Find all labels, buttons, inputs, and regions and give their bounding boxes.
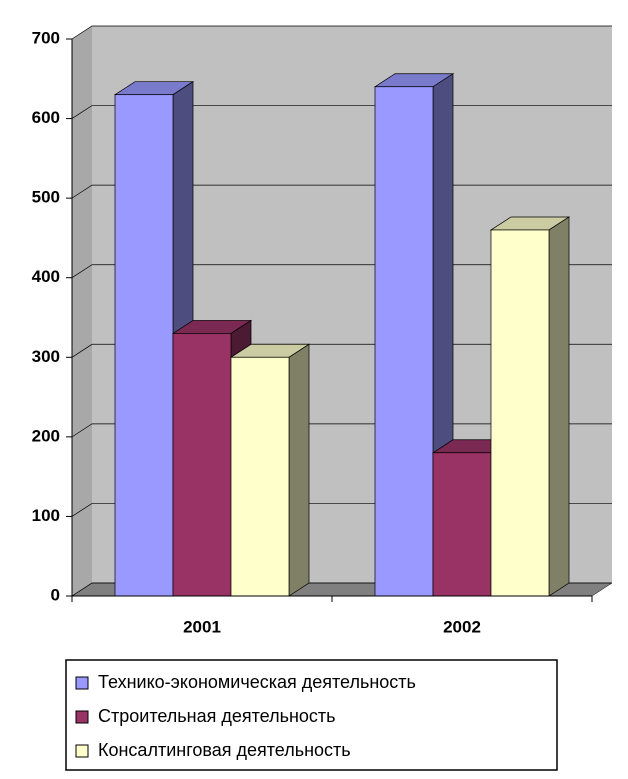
y-tick-label: 100 <box>32 506 60 525</box>
bar <box>230 356 290 597</box>
bar <box>172 333 232 597</box>
y-tick-label: 400 <box>32 267 60 286</box>
bar-side <box>548 216 570 597</box>
legend-swatch <box>75 710 89 724</box>
y-tick-label: 200 <box>32 426 60 445</box>
bar <box>114 94 174 597</box>
legend-box <box>65 659 558 771</box>
bar-side <box>288 343 310 597</box>
legend-label: Строительная деятельность <box>98 706 336 726</box>
side-wall <box>72 26 92 596</box>
x-tick-label: 2002 <box>443 617 481 636</box>
y-tick-label: 600 <box>32 108 60 127</box>
legend-swatch <box>75 744 89 758</box>
y-tick-label: 500 <box>32 188 60 207</box>
bar <box>374 86 434 597</box>
legend-label: Технико-экономическая деятельность <box>98 672 416 692</box>
y-tick-label: 0 <box>51 585 60 604</box>
y-tick-label: 700 <box>32 28 60 47</box>
bar <box>490 229 550 597</box>
y-tick-label: 300 <box>32 347 60 366</box>
legend-label: Консалтинговая деятельность <box>98 740 351 760</box>
grid-line <box>71 25 612 40</box>
legend-swatch <box>75 676 89 690</box>
x-tick-label: 2001 <box>183 617 221 636</box>
bar <box>432 452 492 597</box>
